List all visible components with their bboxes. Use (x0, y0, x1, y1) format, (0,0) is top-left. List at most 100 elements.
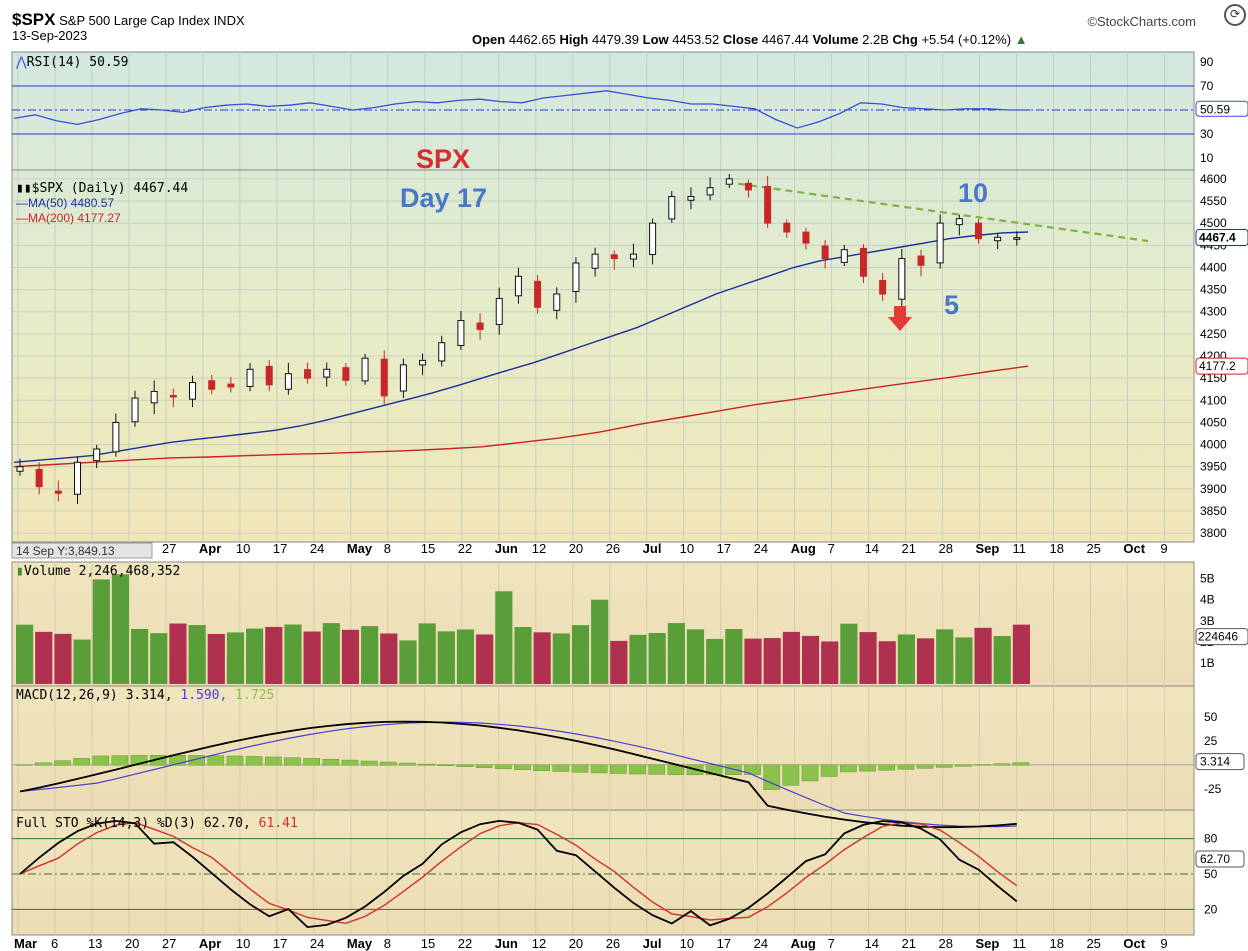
candle-body (457, 320, 465, 347)
x-tick-label: Jun (495, 541, 518, 556)
macd-histogram-bar (533, 764, 551, 771)
volume-bar (476, 634, 494, 684)
macd-histogram-bar (245, 756, 263, 766)
price-tick-label: 4050 (1200, 415, 1227, 429)
candle-body (1013, 237, 1021, 240)
x-tick-label-bottom: 24 (754, 936, 768, 951)
x-tick-label: Aug (791, 541, 816, 556)
macd-tick-label: 25 (1204, 734, 1218, 748)
volume-bar (226, 632, 245, 684)
x-tick-label: 24 (754, 541, 768, 556)
x-tick-label-bottom: 27 (162, 936, 176, 951)
x-tick-label-bottom: 26 (606, 936, 620, 951)
volume-bar (897, 634, 915, 684)
x-tick-label: 20 (569, 541, 583, 556)
price-current-value: 4467.4 (1199, 231, 1236, 245)
candle-body (725, 178, 733, 185)
x-tick-label: 15 (421, 541, 435, 556)
volume-legend: ▮Volume 2,246,468,352 (16, 564, 180, 579)
candle-body (54, 490, 62, 494)
rsi-line (13, 90, 1030, 129)
price-panel (13, 173, 1149, 505)
x-tick-label: 14 (865, 541, 879, 556)
stockcharts-brand: ©StockCharts.com (1087, 14, 1196, 29)
volume-bar (840, 623, 858, 684)
x-tick-label-bottom: 20 (569, 936, 583, 951)
macd-histogram-bar (169, 755, 186, 766)
macd-histogram-bar (935, 764, 953, 768)
sto-current-tag (1195, 850, 1245, 868)
symbol: $SPX (12, 10, 56, 29)
candle-body (687, 196, 695, 201)
macd-histogram-bar (188, 755, 205, 766)
x-tick-label-bottom: 28 (939, 936, 953, 951)
x-tick-label-bottom: 11 (1012, 936, 1025, 951)
volume-bar (361, 626, 379, 684)
crosshair-box (11, 542, 153, 559)
x-tick-label: 25 (1086, 541, 1100, 556)
x-tick-label: 7 (828, 541, 835, 556)
open-value: 4462.65 (508, 32, 556, 47)
candle-body (649, 222, 657, 255)
candle-body (169, 394, 177, 398)
volume-tick-label: 1B (1200, 656, 1215, 670)
x-tick-label-bottom: 25 (1086, 936, 1100, 951)
low-value: 4453.52 (672, 32, 720, 47)
x-tick-label: Jul (643, 541, 662, 556)
macd-line (19, 720, 1017, 829)
price-tick-label: 4250 (1200, 327, 1227, 341)
x-tick-label-bottom: 14 (865, 936, 879, 951)
sto-tick-label: 80 (1204, 832, 1218, 846)
candle-body (629, 253, 637, 260)
candle-body (706, 187, 714, 196)
x-tick-label-bottom: 18 (1049, 936, 1063, 951)
macd-histogram-bar (629, 764, 646, 775)
macd-histogram-bar (54, 760, 71, 766)
sto-current-value: 62.70 (1200, 852, 1230, 866)
refresh-icon[interactable]: ⟳ (1224, 4, 1246, 26)
macd-tick-label: -25 (1204, 782, 1222, 796)
x-tick-label-bottom: Apr (199, 936, 221, 951)
macd-histogram-bar (92, 755, 110, 766)
x-tick-label-bottom: 6 (51, 936, 58, 951)
macd-histogram-bar (341, 759, 359, 766)
volume-bar (859, 632, 877, 684)
price-tick-label: 4150 (1200, 371, 1227, 385)
candle-body (802, 231, 810, 244)
x-tick-label-bottom: 9 (1160, 936, 1167, 951)
macd-histogram-bar (111, 755, 129, 766)
rsi-tick-label: 10 (1200, 151, 1214, 165)
volume-bar (667, 623, 685, 684)
x-tick-label-bottom: 15 (421, 936, 435, 951)
macd-histogram-bar (399, 762, 416, 766)
candle-body (572, 262, 580, 292)
exchange: INDX (213, 13, 245, 28)
close-label: Close (722, 32, 759, 47)
price-tick-label: 3850 (1200, 504, 1227, 518)
x-tick-label-bottom: Mar (14, 936, 37, 951)
volume-bar (341, 629, 360, 684)
macd-histogram-bar (820, 764, 838, 777)
candle-body (495, 297, 503, 325)
ma200-line (13, 365, 1029, 468)
volume-bar (246, 628, 264, 684)
candle-body (35, 468, 43, 488)
sto-tick-label: 50 (1204, 867, 1218, 881)
x-tick-label-bottom: 12 (532, 936, 546, 951)
price-tick-label: 4350 (1200, 283, 1227, 297)
macd-panel-bg (11, 685, 1195, 811)
price-tick-label: 4400 (1200, 260, 1227, 274)
macd-histogram-bar (226, 755, 244, 766)
candle-body (227, 383, 235, 388)
rsi-panel (12, 85, 1194, 171)
price-tick-label: 4500 (1200, 216, 1227, 230)
macd-histogram-bar (360, 760, 378, 766)
candle-body (476, 322, 484, 330)
volume-bar (111, 574, 130, 684)
x-tick-label-bottom: Jul (643, 936, 662, 951)
volume-bar (782, 631, 800, 684)
volume-bar (629, 634, 647, 684)
volume-bar (878, 641, 896, 684)
price-legend: ▮▮$SPX (Daily) 4467.44 (16, 181, 188, 196)
volume-bar (188, 625, 206, 684)
